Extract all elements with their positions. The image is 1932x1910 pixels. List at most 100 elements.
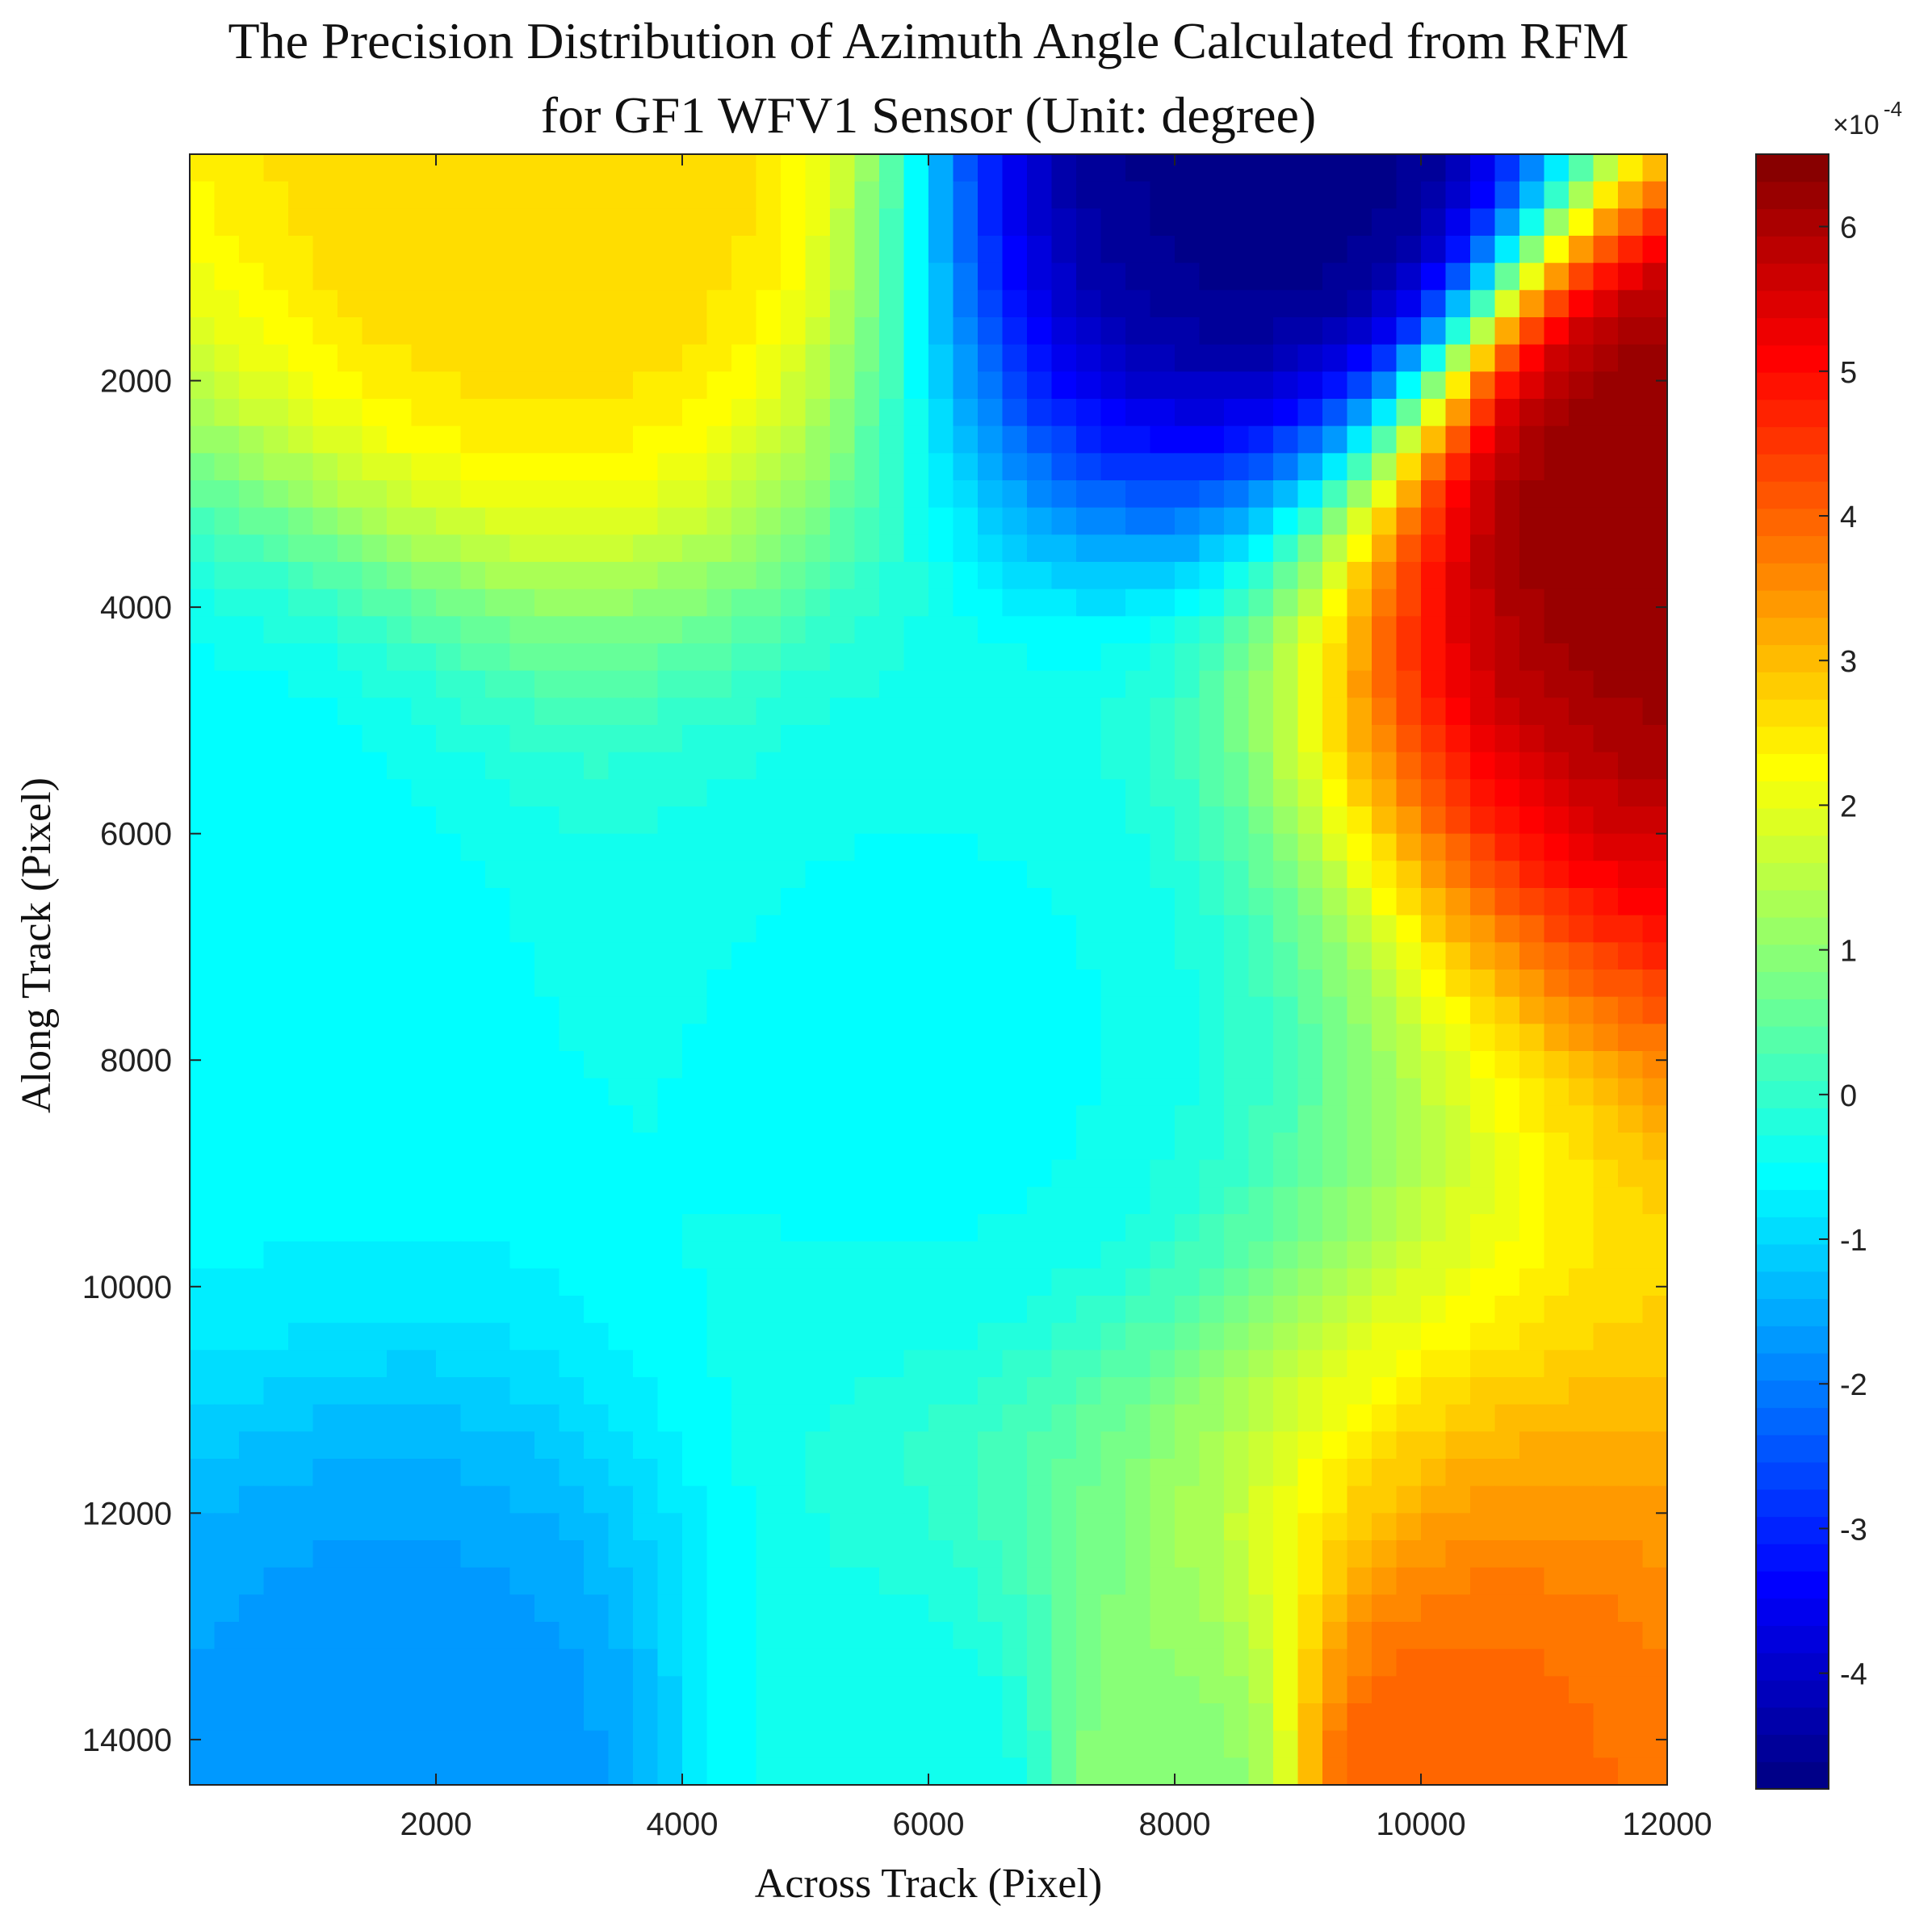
heatmap-cell <box>559 970 585 998</box>
heatmap-cell <box>337 1105 363 1133</box>
heatmap-cell <box>1470 1296 1496 1324</box>
heatmap-cell <box>731 562 757 590</box>
heatmap-cell <box>1569 779 1595 807</box>
heatmap-cell <box>1224 1241 1250 1269</box>
heatmap-cell <box>978 1296 1004 1324</box>
heatmap-cell <box>1347 480 1373 509</box>
colorbar-band <box>1756 508 1829 537</box>
heatmap-cell <box>756 1676 782 1704</box>
heatmap-cell <box>485 1268 511 1296</box>
heatmap-cell <box>1470 1377 1496 1405</box>
heatmap-cell <box>1593 1676 1619 1704</box>
heatmap-cell <box>608 806 634 835</box>
heatmap-cell <box>337 262 363 291</box>
heatmap-cell <box>1027 861 1053 889</box>
heatmap-cell <box>436 154 462 182</box>
heatmap-cell <box>584 1241 610 1269</box>
heatmap-cell <box>854 752 880 780</box>
heatmap-cell <box>1544 1431 1569 1460</box>
heatmap-cell <box>706 725 732 753</box>
heatmap-cell <box>1150 1078 1176 1106</box>
heatmap-cell <box>805 1268 831 1296</box>
heatmap-cell <box>1027 1703 1053 1732</box>
heatmap-cell <box>608 208 634 237</box>
heatmap-cell <box>879 616 905 644</box>
heatmap-cell <box>1051 1024 1077 1052</box>
heatmap-cell <box>214 181 240 209</box>
heatmap-cell <box>1372 1567 1398 1595</box>
heatmap-cell <box>781 915 807 943</box>
heatmap-cell <box>830 1485 856 1514</box>
heatmap-cell <box>584 480 610 509</box>
heatmap-cell <box>928 154 954 182</box>
heatmap-cell <box>805 1187 831 1215</box>
heatmap-cell <box>1248 1431 1274 1460</box>
heatmap-cell <box>1396 616 1422 644</box>
heatmap-cell <box>312 181 338 209</box>
heatmap-cell <box>1248 1703 1274 1732</box>
heatmap-cell <box>214 1350 240 1378</box>
heatmap-cell <box>436 1350 462 1378</box>
heatmap-cell <box>1544 996 1569 1024</box>
heatmap-cell <box>214 915 240 943</box>
heatmap-cell <box>1322 154 1348 182</box>
heatmap-cell <box>1248 317 1274 346</box>
heatmap-cell <box>805 779 831 807</box>
heatmap-cell <box>1273 1268 1299 1296</box>
heatmap-cell <box>559 1296 585 1324</box>
heatmap-cell <box>953 1214 979 1242</box>
heatmap-cell <box>1396 1431 1422 1460</box>
heatmap-cell <box>1372 480 1398 509</box>
heatmap-cell <box>657 1730 683 1758</box>
heatmap-cell <box>460 670 486 698</box>
heatmap-cell <box>830 588 856 617</box>
heatmap-cell <box>854 1648 880 1677</box>
heatmap-cell <box>1051 1622 1077 1650</box>
heatmap-cell <box>1421 888 1447 916</box>
colorbar-band <box>1756 535 1829 563</box>
heatmap-cell <box>1224 888 1250 916</box>
heatmap-cell <box>1248 1459 1274 1487</box>
heatmap-cell <box>682 888 708 916</box>
heatmap-cell <box>1618 1513 1644 1541</box>
heatmap-cell <box>1002 507 1028 535</box>
heatmap-cell <box>633 290 659 318</box>
heatmap-cell <box>1027 1268 1053 1296</box>
heatmap-cell <box>387 1431 413 1460</box>
heatmap-cell <box>756 888 782 916</box>
heatmap-cell <box>928 1459 954 1487</box>
heatmap-cell <box>633 1159 659 1187</box>
heatmap-cell <box>1569 262 1595 291</box>
heatmap-cell <box>805 1133 831 1161</box>
heatmap-cell <box>1150 779 1176 807</box>
heatmap-cell <box>1076 1459 1102 1487</box>
heatmap-cell <box>1494 1241 1520 1269</box>
heatmap-cell <box>337 1296 363 1324</box>
heatmap-cell <box>485 725 511 753</box>
heatmap-cell <box>1396 725 1422 753</box>
heatmap-cell <box>534 1431 560 1460</box>
heatmap-cell <box>731 806 757 835</box>
colorbar-band <box>1756 699 1829 727</box>
heatmap-cell <box>559 806 585 835</box>
heatmap-cell <box>1519 915 1545 943</box>
heatmap-cell <box>1273 1567 1299 1595</box>
heatmap-cell <box>1519 1296 1545 1324</box>
heatmap-cell <box>1421 1214 1447 1242</box>
heatmap-cell <box>805 861 831 889</box>
heatmap-cell <box>1618 1241 1644 1269</box>
heatmap-cell <box>1544 833 1569 861</box>
heatmap-cell <box>1421 1703 1447 1732</box>
heatmap-cell <box>731 1459 757 1487</box>
heatmap-cell <box>485 888 511 916</box>
heatmap-cell <box>682 1567 708 1595</box>
heatmap-cell <box>411 290 437 318</box>
heatmap-cell <box>706 888 732 916</box>
heatmap-cell <box>411 1377 437 1405</box>
heatmap-cell <box>978 1241 1004 1269</box>
heatmap-cell <box>1273 425 1299 454</box>
heatmap-cell <box>633 1485 659 1514</box>
heatmap-cell <box>1322 262 1348 291</box>
heatmap-cell <box>190 1133 216 1161</box>
heatmap-cell <box>337 1078 363 1106</box>
